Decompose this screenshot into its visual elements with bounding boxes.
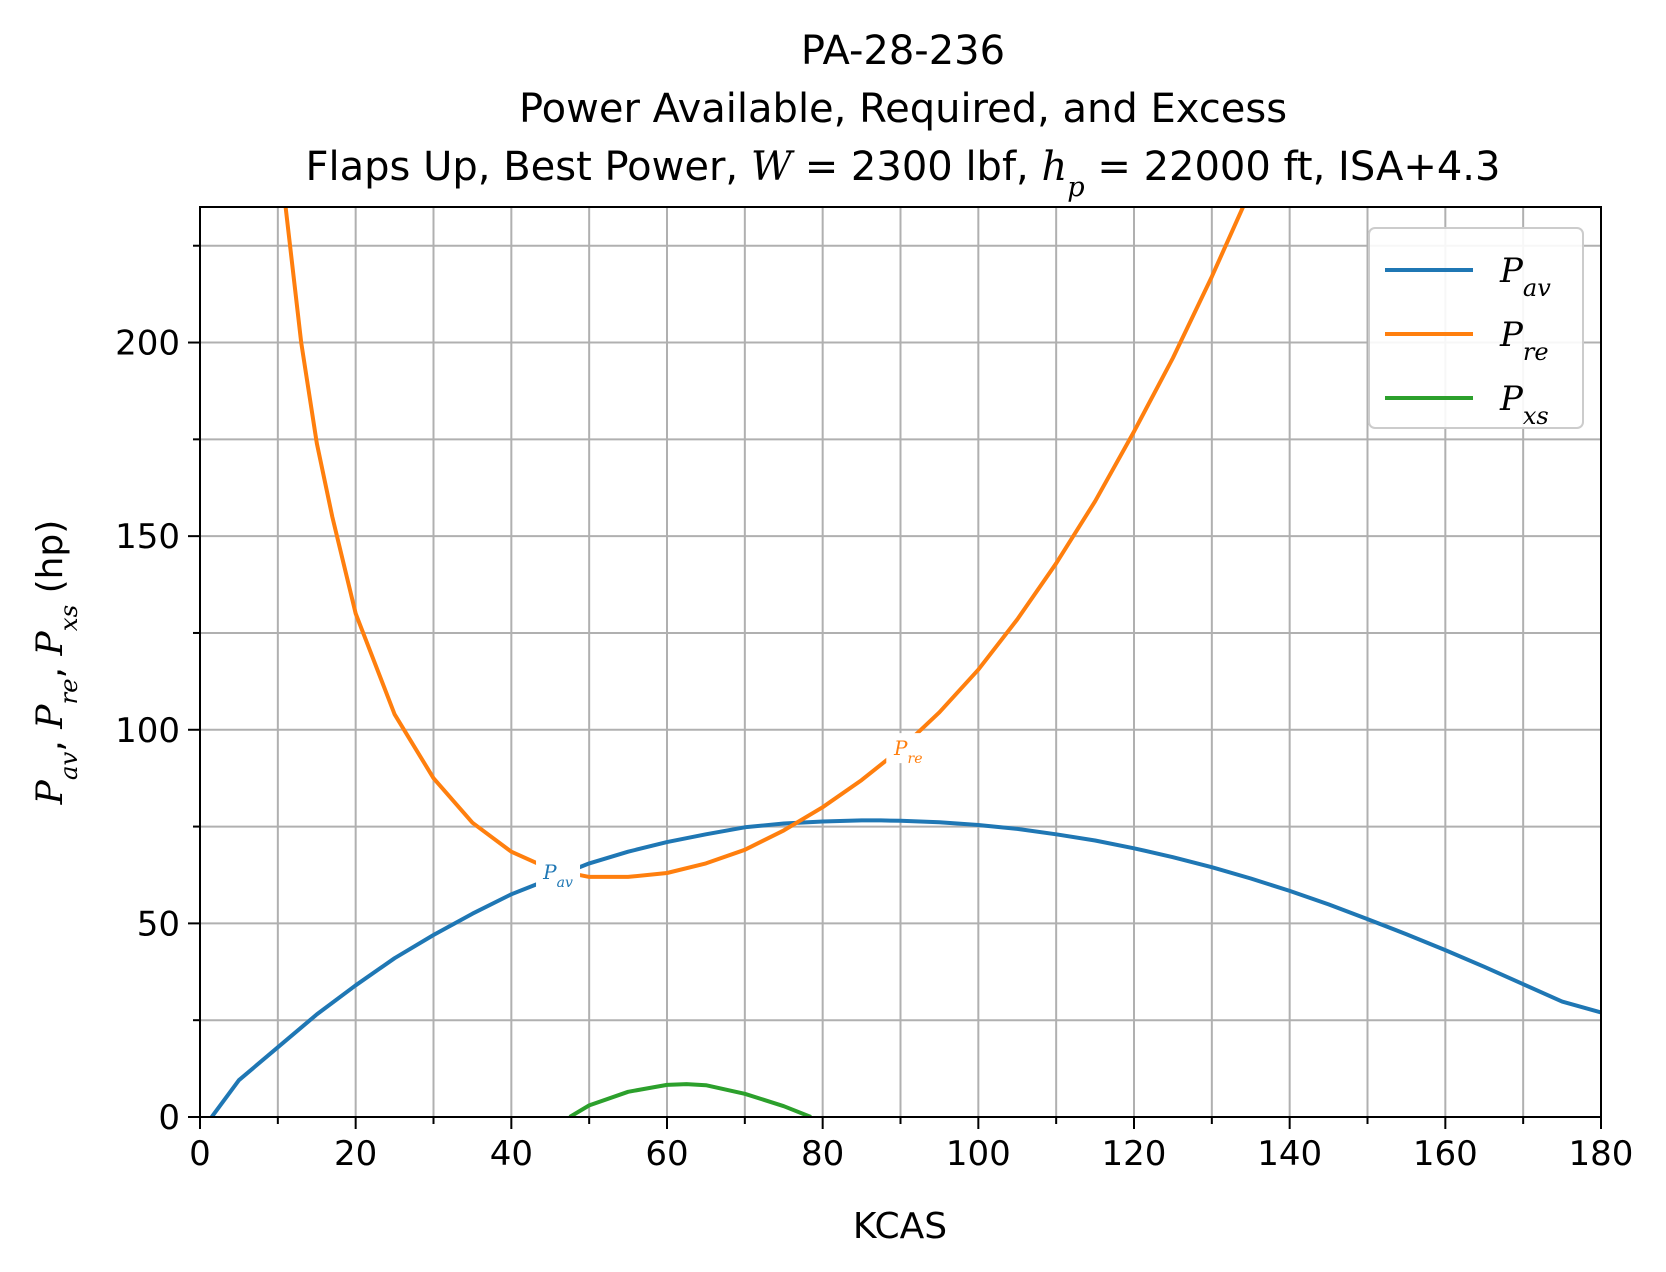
y-axis-label: Pav, Pre, Pxs (hp) bbox=[30, 520, 83, 806]
y-tick-label: 100 bbox=[115, 711, 180, 751]
chart-title-line-3: Flaps Up, Best Power, W = 2300 lbf, hp =… bbox=[306, 144, 1501, 203]
x-tick-label: 40 bbox=[490, 1134, 533, 1174]
series-layer bbox=[210, 207, 1601, 1117]
inline-label-pav: Pav bbox=[536, 857, 581, 891]
series-line-pav bbox=[210, 818, 1601, 1117]
x-tick-label: 100 bbox=[946, 1134, 1011, 1174]
x-tick-label: 20 bbox=[334, 1134, 377, 1174]
x-tick-label: 0 bbox=[189, 1134, 211, 1174]
x-tick-label: 140 bbox=[1257, 1134, 1322, 1174]
inline-label-bg bbox=[536, 857, 581, 888]
y-tick-label: 150 bbox=[115, 517, 180, 557]
legend-label-pxs: Pxs bbox=[1499, 379, 1549, 430]
chart-title-line-1: PA-28-236 bbox=[801, 28, 1005, 74]
x-tick-label: 180 bbox=[1569, 1134, 1634, 1174]
inline-label-text: Pre bbox=[893, 736, 922, 767]
axis-ticks: 0 20 40 60 80 100 120 140 160 180 0 50 100 150 200 bbox=[115, 244, 1634, 1174]
legend-box bbox=[1368, 227, 1584, 429]
chart-title-line-2: Power Available, Required, and Excess bbox=[519, 86, 1287, 132]
inline-labels: Pav Pre bbox=[536, 733, 931, 891]
x-tick-label: 120 bbox=[1102, 1134, 1167, 1174]
x-axis-label: KCAS bbox=[853, 1206, 947, 1247]
legend: Pav Pre Pxs bbox=[1368, 227, 1584, 430]
series-line-pxs bbox=[568, 1082, 812, 1117]
grid-lines bbox=[200, 207, 1601, 1117]
inline-label-pre: Pre bbox=[886, 733, 931, 767]
inline-label-bg bbox=[886, 733, 931, 764]
inline-label-text: Pav bbox=[542, 860, 573, 891]
x-tick-label: 160 bbox=[1413, 1134, 1478, 1174]
x-tick-label: 60 bbox=[645, 1134, 688, 1174]
x-tick-label: 80 bbox=[801, 1134, 844, 1174]
y-tick-label: 50 bbox=[137, 904, 180, 944]
legend-label-pre: Pre bbox=[1499, 315, 1549, 366]
y-tick-label: 200 bbox=[115, 324, 180, 364]
series-line-pre bbox=[283, 207, 1245, 879]
legend-label-pav: Pav bbox=[1499, 251, 1551, 302]
y-tick-label: 0 bbox=[158, 1098, 180, 1138]
